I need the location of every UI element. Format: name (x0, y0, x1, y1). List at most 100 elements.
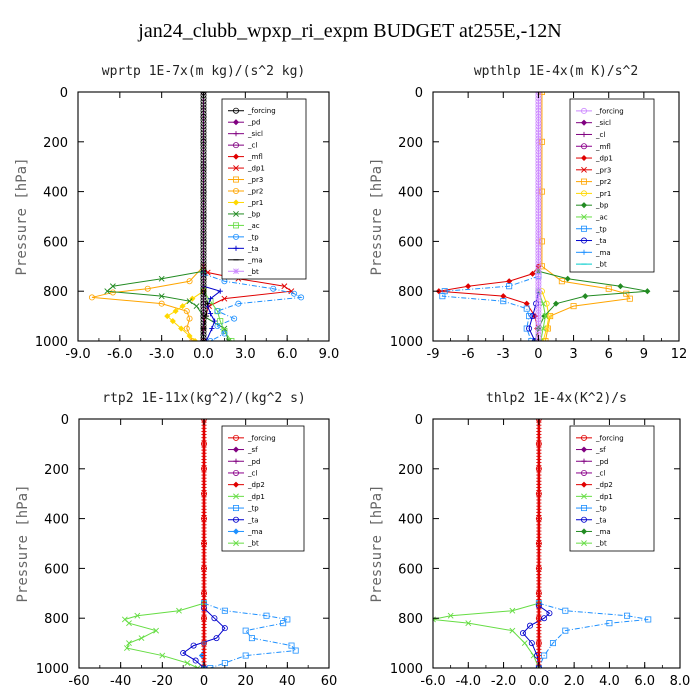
forcing-marker (200, 129, 207, 136)
forcing-marker (200, 188, 207, 195)
forcing-marker (535, 120, 542, 127)
forcing-marker (200, 263, 207, 270)
forcing-marker (535, 191, 542, 198)
legend-marker (581, 225, 588, 232)
x-tick-label: 6.0 (277, 347, 298, 362)
series-ac-point (537, 338, 544, 341)
panel-title: rtp2 1E-11x(kg^2)/(kg^2 s) (102, 391, 306, 406)
series-pr2-point (186, 315, 193, 322)
x-tick-label: 0.0 (193, 347, 214, 362)
forcing-marker (535, 207, 542, 214)
series-dp1-point (194, 665, 201, 668)
legend-label: _forcing (595, 107, 624, 115)
series-pr2-point (570, 303, 577, 310)
legend-marker (580, 446, 588, 453)
forcing-marker (535, 328, 542, 335)
y-tick-label: 400 (43, 186, 68, 201)
forcing-marker (200, 104, 207, 111)
series-tp-line (538, 602, 649, 668)
forcing-marker (535, 157, 542, 164)
series-tp-point (263, 612, 270, 619)
forcing-marker (535, 169, 542, 176)
series-tp-point (242, 652, 249, 659)
series-group (121, 419, 299, 668)
forcing-marker (535, 182, 542, 189)
legend-marker (233, 268, 239, 275)
series-dp1-point (138, 635, 145, 642)
forcing-marker (200, 244, 207, 251)
forcing-marker (200, 160, 207, 167)
forcing-marker (535, 201, 542, 208)
x-tick-label: 2.0 (564, 674, 585, 689)
series-pr2-point (605, 285, 612, 292)
forcing-marker (200, 260, 207, 267)
series-ta-point (192, 657, 199, 664)
y-tick-label: 0 (415, 86, 423, 101)
forcing-marker (535, 272, 542, 279)
forcing-marker (535, 123, 542, 130)
series-tp-point (541, 652, 548, 659)
series-ta-point (519, 630, 526, 637)
legend-marker (581, 469, 588, 476)
series-ta-point (207, 311, 214, 317)
series-pr1-point (169, 318, 176, 325)
y-tick-label: 800 (44, 612, 69, 627)
series-dp1-point (509, 627, 516, 634)
forcing-marker (535, 185, 542, 192)
forcing-marker (535, 291, 542, 298)
forcing-marker (535, 288, 542, 295)
legend-label: _mfl (595, 143, 611, 151)
forcing-marker (535, 257, 542, 264)
y-tick-label: 0 (60, 86, 68, 101)
series-dp1-point (529, 270, 536, 277)
panel-4: thlp2 1E-4x(K^2)/s Pressure [hPa] -6.0 -4.0… (369, 391, 690, 689)
series-tp-point (221, 330, 228, 337)
x-tick-label: -3 (497, 347, 510, 362)
forcing-marker (200, 132, 207, 139)
legend-marker (581, 249, 587, 255)
forcing-marker (535, 132, 542, 139)
series-bp-point (104, 288, 111, 295)
y-tick-label: 400 (44, 513, 69, 528)
series-dp1-point (465, 283, 472, 290)
legend-marker (232, 222, 239, 229)
forcing-marker (535, 151, 542, 158)
series-pr1-point (543, 300, 550, 307)
y-tick-label: 1000 (36, 662, 69, 677)
forcing-marker (200, 275, 207, 282)
series-tp-point (506, 283, 513, 290)
legend-label: _pd (247, 458, 260, 466)
series-bp-point (564, 275, 571, 282)
forcing-marker (535, 238, 542, 245)
forcing-marker (200, 141, 207, 148)
legend-label: _sf (247, 446, 258, 454)
legend-label: _ma (595, 249, 611, 257)
y-tick-label: 200 (398, 463, 423, 478)
forcing-marker (200, 309, 207, 316)
legend-marker (233, 211, 239, 217)
legend-marker (233, 540, 239, 547)
series-dp1-point (176, 607, 182, 614)
forcing-marker (535, 309, 542, 316)
legend-label: _bp (247, 210, 261, 218)
legend-marker (233, 165, 239, 171)
series-bp-line (534, 270, 648, 341)
series-pr2-point (183, 308, 190, 315)
forcing-marker (200, 151, 207, 158)
series-pr2-point (538, 263, 545, 270)
legend-label: _bt (595, 540, 607, 548)
forcing-marker (535, 285, 542, 292)
forcing-marker (535, 232, 542, 239)
forcing-marker (200, 257, 207, 264)
series-ac-point (540, 325, 547, 332)
forcing-marker (200, 191, 207, 198)
forcing-marker (535, 113, 542, 120)
forcing-marker (535, 117, 542, 124)
series-tp-point (562, 627, 569, 634)
forcing-marker (535, 138, 542, 145)
series-bp-point (193, 303, 200, 310)
forcing-marker (535, 316, 542, 323)
series-pr2-line (91, 265, 204, 341)
legend-marker (232, 176, 239, 183)
series-dp1-point (509, 607, 516, 614)
